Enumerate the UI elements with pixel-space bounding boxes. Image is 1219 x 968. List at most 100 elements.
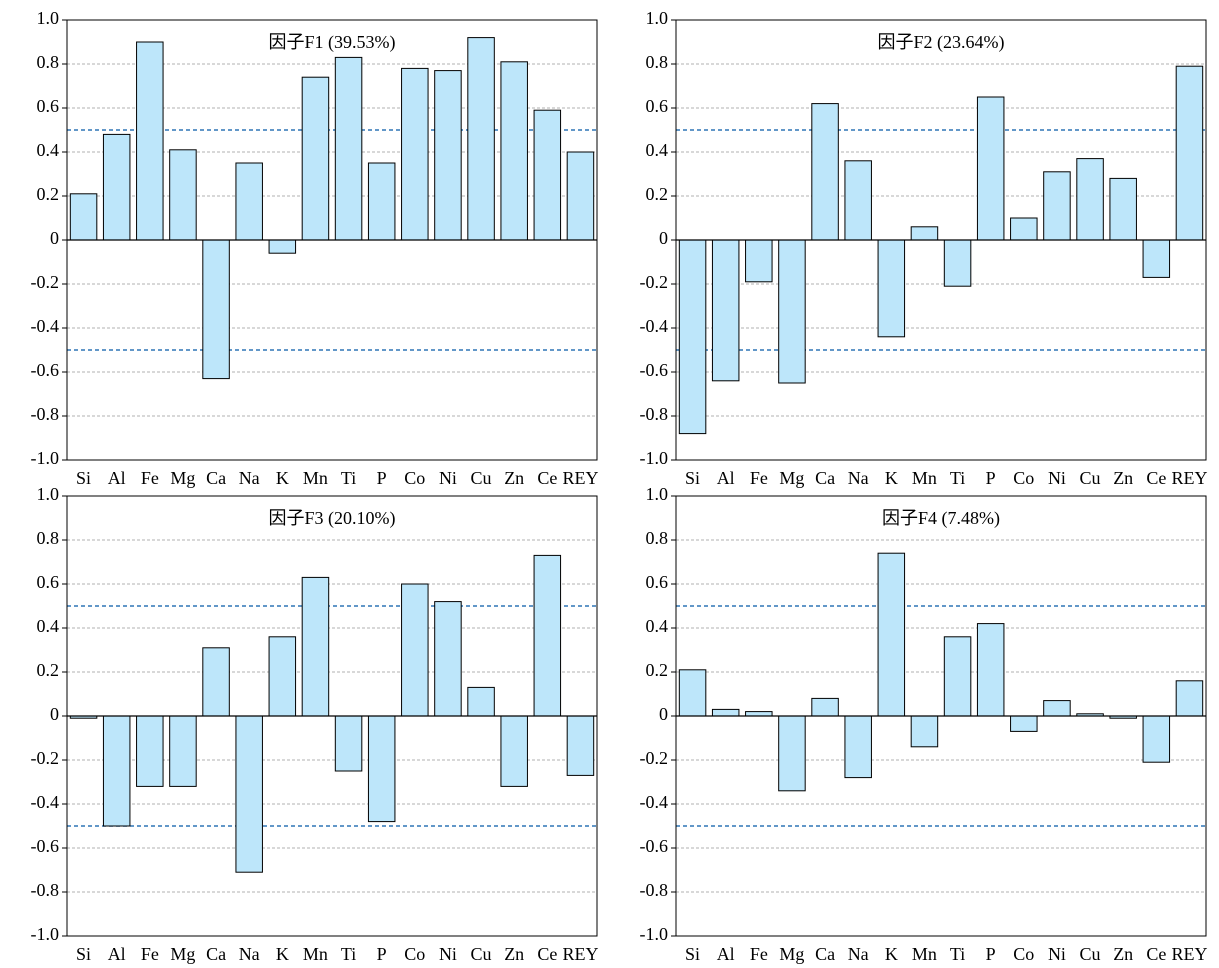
x-tick-label: Mn [912, 944, 937, 964]
x-tick-label: Ce [537, 468, 557, 488]
x-tick-label: Ni [439, 468, 457, 488]
bar [301, 576, 330, 717]
bar [877, 239, 906, 338]
bar [1010, 715, 1038, 732]
x-tick-label: Mn [303, 944, 328, 964]
y-tick-label: -0.2 [640, 272, 669, 292]
bar [711, 708, 740, 717]
bar [169, 715, 197, 787]
y-tick-label: 0.4 [37, 140, 60, 160]
bar [169, 149, 197, 241]
y-tick-label: 0.6 [646, 572, 669, 592]
bar [1010, 217, 1038, 241]
bar [136, 715, 164, 787]
bar [566, 715, 595, 776]
y-tick-label: -0.4 [640, 792, 669, 812]
bar [500, 61, 528, 241]
y-tick-label: -1.0 [640, 448, 669, 468]
x-tick-label: K [885, 468, 898, 488]
bar [943, 636, 972, 717]
y-tick-label: 0.6 [646, 96, 669, 116]
x-tick-label: Fe [750, 468, 768, 488]
bar [401, 583, 429, 717]
y-tick-label: 0.2 [37, 660, 60, 680]
x-tick-label: Ce [537, 944, 557, 964]
y-tick-label: 0.8 [37, 528, 60, 548]
x-tick-label: Na [848, 468, 869, 488]
bar [1142, 239, 1171, 278]
y-tick-label: 0.8 [37, 52, 60, 72]
x-tick-label: Al [717, 468, 735, 488]
x-tick-label: Fe [141, 944, 159, 964]
x-tick-label: P [986, 468, 996, 488]
bar [910, 715, 939, 748]
x-tick-label: Mn [303, 468, 328, 488]
x-tick-label: Fe [141, 468, 159, 488]
bar [745, 239, 773, 283]
bar [1043, 700, 1071, 717]
y-tick-label: -0.6 [31, 836, 60, 856]
y-tick-label: -0.4 [640, 316, 669, 336]
x-tick-label: Zn [504, 944, 524, 964]
plot-frame [66, 495, 598, 937]
bar [334, 56, 363, 241]
x-tick-label: K [276, 944, 289, 964]
bar [678, 669, 707, 717]
x-tick-label: Si [685, 944, 700, 964]
x-tick-label: Co [1013, 944, 1034, 964]
y-tick-label: 0.8 [646, 52, 669, 72]
y-tick-label: 0.4 [646, 140, 669, 160]
y-tick-label: -1.0 [31, 924, 60, 944]
y-tick-label: 1.0 [646, 8, 669, 28]
bar [434, 601, 462, 717]
x-tick-label: Mg [170, 944, 195, 964]
plot-frame [66, 19, 598, 461]
bar [943, 239, 972, 287]
chart-title: 因子F4 (7.48%) [882, 508, 1000, 529]
bar [467, 37, 495, 241]
bar [1175, 65, 1204, 241]
bar [1142, 715, 1171, 763]
bar [976, 96, 1005, 241]
bar [533, 109, 562, 241]
bar [500, 715, 528, 787]
x-tick-label: P [377, 944, 387, 964]
bar [1043, 171, 1071, 241]
bar [401, 67, 429, 241]
x-tick-label: Ti [950, 944, 965, 964]
y-tick-label: -0.4 [31, 316, 60, 336]
x-tick-label: K [276, 468, 289, 488]
x-tick-label: Ce [1146, 944, 1166, 964]
x-tick-label: Co [404, 468, 425, 488]
x-tick-label: Ti [341, 944, 356, 964]
x-tick-label: Ti [341, 468, 356, 488]
bar [877, 552, 906, 717]
plot-frame [675, 495, 1207, 937]
x-tick-label: Mg [779, 944, 804, 964]
x-tick-label: REY [562, 944, 598, 964]
bar [811, 103, 839, 241]
y-tick-label: 1.0 [646, 484, 669, 504]
plot-frame [675, 19, 1207, 461]
y-tick-label: -0.2 [31, 272, 60, 292]
bar [367, 162, 396, 241]
bar [235, 715, 263, 873]
y-tick-label: -0.6 [640, 836, 669, 856]
bar [367, 715, 396, 823]
bar [1175, 680, 1204, 717]
y-tick-label: -0.8 [640, 404, 669, 424]
x-tick-label: Co [1013, 468, 1034, 488]
bar [844, 160, 872, 241]
x-tick-label: P [986, 944, 996, 964]
y-tick-label: 0.8 [646, 528, 669, 548]
x-tick-label: P [377, 468, 387, 488]
bar [910, 226, 939, 241]
y-tick-label: 0.2 [646, 660, 669, 680]
bar [268, 636, 297, 717]
x-tick-label: Zn [1113, 944, 1133, 964]
x-tick-label: K [885, 944, 898, 964]
x-tick-label: Cu [1080, 944, 1101, 964]
bar [1109, 177, 1137, 241]
x-tick-label: Mn [912, 468, 937, 488]
x-tick-label: REY [562, 468, 598, 488]
